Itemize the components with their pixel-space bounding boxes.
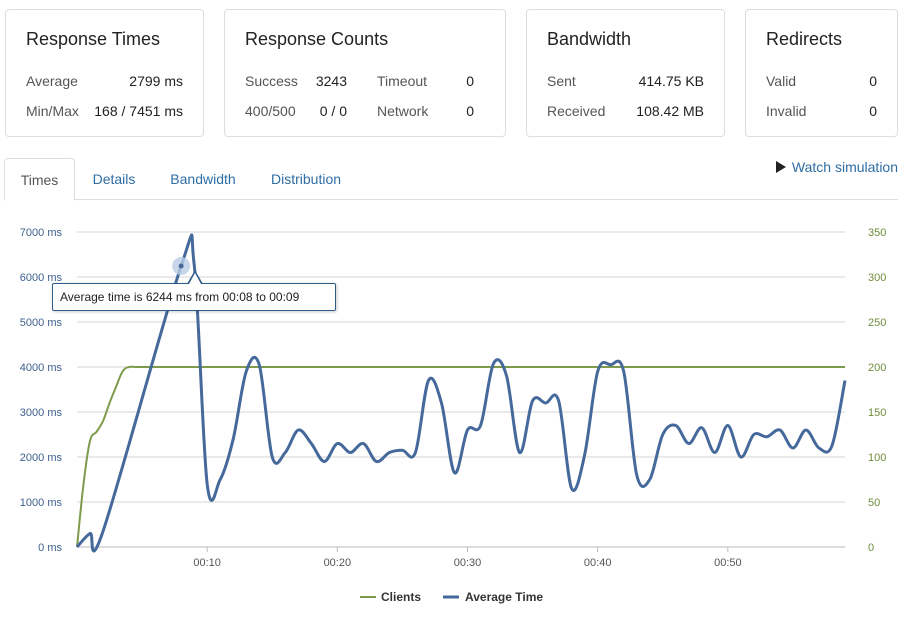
- y-right-tick-label: 300: [868, 272, 886, 284]
- times-chart: 0 ms 1000 ms 2000 ms 3000 ms 4000 ms 5000 ms 6…: [20, 227, 887, 604]
- y-right-tick-label: 350: [868, 227, 886, 239]
- response-times-card: Response Times Average 2799 ms Min/Max 1…: [5, 9, 204, 137]
- redirects-card: Redirects Valid 0 Invalid 0: [745, 9, 898, 137]
- valid-row: Valid 0: [766, 73, 877, 91]
- x-tick-label: 00:50: [714, 557, 742, 569]
- invalid-label: Invalid: [766, 103, 807, 119]
- success-value: 3243: [315, 73, 347, 89]
- tab-bandwidth[interactable]: Bandwidth: [170, 171, 236, 187]
- highlight-point: [178, 263, 184, 269]
- response-counts-title: Response Counts: [245, 29, 389, 49]
- y-right-tick-label: 250: [868, 317, 886, 329]
- y-left-tick-label: 4000 ms: [20, 362, 63, 374]
- clients-series-line: [76, 365, 845, 548]
- errors-value: 0 / 0: [319, 103, 347, 119]
- y-left-tick-label: 1000 ms: [20, 497, 63, 509]
- x-tick-label: 00:20: [324, 557, 352, 569]
- success-row: Success 3243 Timeout 0: [245, 73, 485, 91]
- invalid-row: Invalid 0: [766, 103, 877, 121]
- network-label: Network: [377, 103, 429, 119]
- response-counts-card: Response Counts Success 3243 Timeout 0 4…: [224, 9, 506, 137]
- watch-simulation-link[interactable]: Watch simulation: [775, 159, 898, 175]
- y-right-tick-label: 150: [868, 407, 886, 419]
- tab-details[interactable]: Details: [92, 171, 136, 187]
- bandwidth-title: Bandwidth: [547, 29, 632, 49]
- minmax-row: Min/Max 168 / 7451 ms: [26, 103, 183, 121]
- y-left-tick-label: 7000 ms: [20, 227, 63, 239]
- y-left-tick-label: 3000 ms: [20, 407, 63, 419]
- bandwidth-card: Bandwidth Sent 414.75 KB Received 108.42…: [526, 9, 725, 137]
- y-left-tick-label: 6000 ms: [20, 272, 63, 284]
- tab-distribution[interactable]: Distribution: [270, 171, 342, 187]
- y-left-tick-label: 5000 ms: [20, 317, 63, 329]
- x-tick-label: 00:10: [193, 557, 221, 569]
- watch-simulation-label: Watch simulation: [791, 159, 898, 175]
- errors-row: 400/500 0 / 0 Network 0: [245, 103, 485, 121]
- tab-times[interactable]: Times: [4, 158, 75, 201]
- sent-row: Sent 414.75 KB: [547, 73, 704, 91]
- x-tick-label: 00:30: [454, 557, 482, 569]
- y-right-tick-label: 50: [868, 497, 880, 509]
- tooltip-arrow-inner: [189, 273, 201, 284]
- y-right-tick-label: 100: [868, 452, 886, 464]
- received-row: Received 108.42 MB: [547, 103, 704, 121]
- received-value: 108.42 MB: [636, 103, 704, 119]
- network-value: 0: [466, 103, 474, 119]
- y-left-tick-label: 2000 ms: [20, 452, 63, 464]
- average-row: Average 2799 ms: [26, 73, 183, 91]
- chart-tooltip: Average time is 6244 ms from 00:08 to 00…: [52, 283, 336, 311]
- valid-value: 0: [869, 73, 877, 89]
- legend-average-label: Average Time: [465, 590, 543, 604]
- x-tick-label: 00:40: [584, 557, 612, 569]
- errors-label: 400/500: [245, 103, 296, 119]
- invalid-value: 0: [869, 103, 877, 119]
- minmax-label: Min/Max: [26, 103, 79, 119]
- sent-value: 414.75 KB: [638, 73, 704, 89]
- y-right-tick-label: 200: [868, 362, 886, 374]
- play-icon: [775, 161, 786, 173]
- legend-clients-label: Clients: [381, 590, 421, 604]
- valid-label: Valid: [766, 73, 797, 89]
- sent-label: Sent: [547, 73, 576, 89]
- timeout-label: Timeout: [377, 73, 428, 89]
- y-left-tick-label: 0 ms: [38, 542, 62, 554]
- success-label: Success: [245, 73, 298, 89]
- response-times-title: Response Times: [26, 29, 161, 49]
- redirects-title: Redirects: [766, 29, 843, 49]
- average-label: Average: [26, 73, 78, 89]
- minmax-value: 168 / 7451 ms: [94, 103, 183, 119]
- timeout-value: 0: [466, 73, 474, 89]
- average-time-series-line: [75, 233, 847, 553]
- y-right-tick-label: 0: [868, 542, 874, 554]
- average-value: 2799 ms: [129, 73, 183, 89]
- received-label: Received: [547, 103, 606, 119]
- tab-bar: Times Details Bandwidth Distribution: [4, 158, 898, 201]
